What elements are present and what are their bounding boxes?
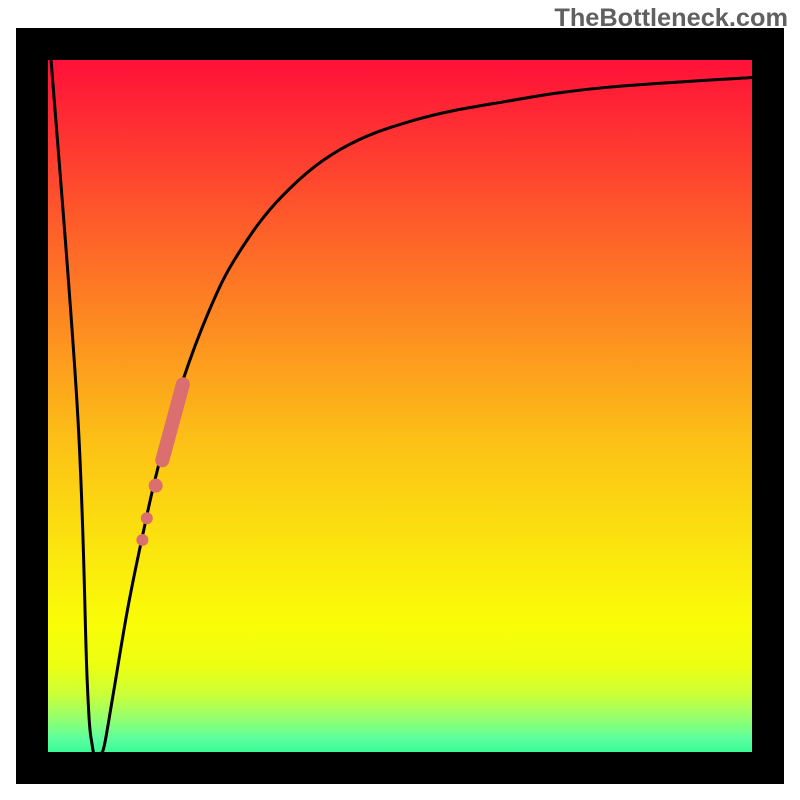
highlight-dot bbox=[141, 512, 153, 524]
chart-frame: TheBottleneck.com bbox=[0, 0, 800, 800]
highlight-dot bbox=[149, 479, 163, 493]
gradient-background bbox=[32, 44, 768, 768]
highlight-dot bbox=[136, 534, 148, 546]
bottleneck-curve-chart bbox=[0, 0, 800, 800]
